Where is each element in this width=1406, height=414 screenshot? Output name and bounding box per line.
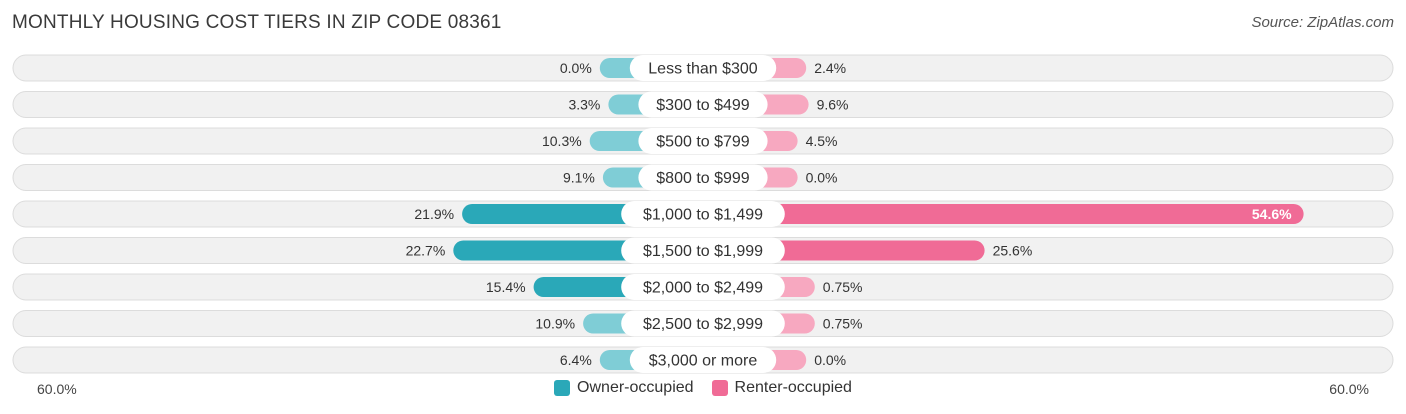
owner-swatch bbox=[554, 380, 571, 396]
legend-item-renter: Renter-occupied bbox=[711, 379, 852, 397]
legend-item-owner: Owner-occupied bbox=[554, 379, 694, 397]
axis-left-label: 60.0% bbox=[37, 381, 77, 397]
renter-value-label: 9.6% bbox=[817, 97, 849, 113]
owner-value-label: 15.4% bbox=[486, 279, 526, 295]
category-pill bbox=[621, 201, 785, 227]
category-label: Less than $300 bbox=[648, 61, 758, 78]
legend: Owner-occupied Renter-occupied bbox=[0, 379, 1406, 397]
renter-value-label: 0.0% bbox=[806, 170, 838, 186]
renter-swatch bbox=[711, 380, 728, 396]
owner-value-label: 10.3% bbox=[542, 133, 582, 149]
owner-value-label: 6.4% bbox=[560, 352, 592, 368]
category-label: $2,000 to $2,499 bbox=[643, 280, 763, 297]
owner-value-label: 10.9% bbox=[535, 316, 575, 332]
owner-value-label: 3.3% bbox=[568, 97, 600, 113]
owner-value-label: 0.0% bbox=[560, 60, 592, 76]
category-label: $1,000 to $1,499 bbox=[643, 207, 763, 224]
category-pill bbox=[621, 274, 785, 300]
owner-value-label: 9.1% bbox=[563, 170, 595, 186]
category-pill bbox=[638, 91, 768, 118]
axis-right-label: 60.0% bbox=[1329, 381, 1369, 397]
category-pill bbox=[629, 55, 777, 81]
category-label: $300 to $499 bbox=[656, 97, 750, 114]
category-pill bbox=[621, 237, 785, 264]
category-label: $500 to $799 bbox=[656, 134, 750, 151]
owner-value-label: 21.9% bbox=[414, 206, 454, 222]
renter-value-label: 25.6% bbox=[993, 243, 1033, 259]
chart-title: MONTHLY HOUSING COST TIERS IN ZIP CODE 0… bbox=[12, 12, 502, 33]
renter-value-label: 0.0% bbox=[814, 352, 846, 368]
renter-bar bbox=[703, 204, 1304, 224]
legend-renter-label: Renter-occupied bbox=[734, 379, 852, 396]
source-label: Source: ZipAtlas.com bbox=[1251, 14, 1394, 31]
renter-value-label: 0.75% bbox=[823, 279, 863, 295]
category-pill bbox=[638, 164, 768, 191]
owner-value-label: 22.7% bbox=[406, 243, 446, 259]
renter-value-label: 0.75% bbox=[823, 316, 863, 332]
renter-value-label: 54.6% bbox=[1252, 206, 1292, 222]
category-pill bbox=[629, 347, 777, 373]
category-label: $800 to $999 bbox=[656, 170, 750, 187]
category-label: $3,000 or more bbox=[649, 353, 758, 370]
category-label: $1,500 to $1,999 bbox=[643, 243, 763, 260]
legend-owner-label: Owner-occupied bbox=[577, 379, 694, 396]
renter-value-label: 4.5% bbox=[806, 133, 838, 149]
category-label: $2,500 to $2,999 bbox=[643, 316, 763, 333]
category-pill bbox=[621, 310, 785, 337]
category-pill bbox=[638, 128, 768, 154]
renter-value-label: 2.4% bbox=[814, 60, 846, 76]
